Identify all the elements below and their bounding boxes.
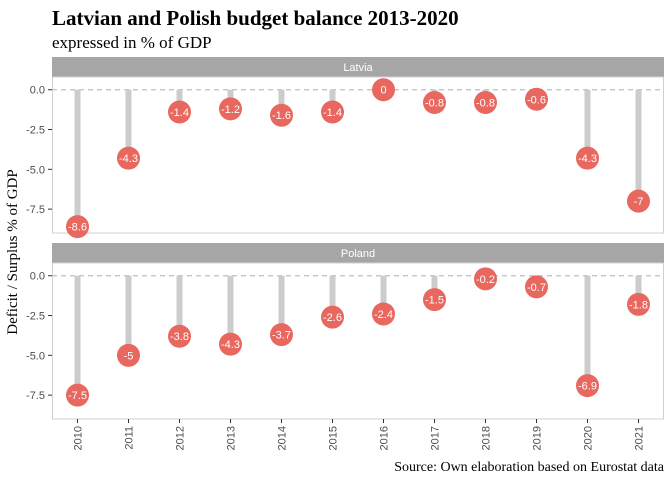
data-point bbox=[321, 305, 344, 329]
y-tick-label: 0.0 bbox=[30, 85, 45, 97]
data-point bbox=[423, 288, 446, 312]
data-point bbox=[168, 100, 191, 124]
panel-border bbox=[52, 262, 664, 420]
chart-caption: Source: Own elaboration based on Eurosta… bbox=[394, 460, 665, 475]
data-point bbox=[66, 383, 89, 407]
data-point bbox=[627, 292, 650, 316]
data-label: -3.8 bbox=[170, 331, 189, 343]
y-tick-label: -5.0 bbox=[26, 164, 45, 176]
x-tick-label: 2018 bbox=[481, 426, 493, 450]
data-point bbox=[270, 323, 293, 347]
x-axis: 2010 2011 2012 2013 2014 2015 2016 2017 2018 2019… bbox=[73, 419, 646, 450]
y-tick-label: -2.5 bbox=[26, 311, 45, 323]
data-point bbox=[474, 90, 497, 114]
data-label: -0.8 bbox=[425, 97, 444, 109]
data-label: -4.3 bbox=[578, 153, 597, 165]
chart-title: Latvian and Polish budget balance 2013-2… bbox=[52, 6, 459, 30]
y-axis-label: Deficit / Surplus % of GDP bbox=[5, 169, 21, 334]
data-label: -4.3 bbox=[221, 339, 240, 351]
x-tick-label: 2014 bbox=[277, 426, 289, 450]
facet-panels: Latvia 0.0 -2.5 -5.0 -7.5 -8.6 -4.3 -1.4 -1.2 -1.… bbox=[26, 57, 664, 420]
facet-strip bbox=[52, 57, 664, 77]
data-label: -0.7 bbox=[527, 282, 546, 294]
data-point bbox=[576, 146, 599, 170]
data-label: -0.2 bbox=[476, 274, 495, 286]
x-tick-label: 2016 bbox=[379, 426, 391, 450]
data-point bbox=[66, 215, 89, 239]
data-point bbox=[117, 146, 140, 170]
facet-latvia: Latvia 0.0 -2.5 -5.0 -7.5 -8.6 -4.3 -1.4 -1.2 -1.… bbox=[26, 57, 664, 239]
data-label: -1.5 bbox=[425, 295, 444, 307]
data-point bbox=[219, 332, 242, 356]
x-tick-label: 2017 bbox=[430, 426, 442, 450]
x-tick-label: 2011 bbox=[124, 426, 136, 450]
data-point bbox=[474, 267, 497, 291]
data-point bbox=[168, 324, 191, 348]
data-point bbox=[627, 189, 650, 213]
data-point bbox=[576, 374, 599, 398]
data-point bbox=[525, 275, 548, 299]
data-label: -1.8 bbox=[629, 299, 648, 311]
x-tick-label: 2010 bbox=[73, 426, 85, 450]
data-label: -1.4 bbox=[170, 107, 189, 119]
data-point bbox=[372, 78, 395, 102]
data-point bbox=[117, 343, 140, 367]
data-label: -7.5 bbox=[68, 390, 87, 402]
facet-poland: Poland 0.0 -2.5 -5.0 -7.5 -7.5 -5 -3.8 -4.3 -3.7 -… bbox=[26, 243, 664, 420]
data-label: -1.2 bbox=[221, 104, 240, 116]
data-label: 0 bbox=[380, 85, 386, 97]
data-label: -1.6 bbox=[272, 110, 291, 122]
y-tick-label: 0.0 bbox=[30, 271, 45, 283]
x-tick-label: 2020 bbox=[583, 426, 595, 450]
data-label: -8.6 bbox=[68, 222, 87, 234]
y-tick-label: -2.5 bbox=[26, 125, 45, 137]
y-tick-label: -7.5 bbox=[26, 204, 45, 216]
data-label: -0.6 bbox=[527, 94, 546, 106]
y-tick-label: -7.5 bbox=[26, 390, 45, 402]
x-tick-label: 2012 bbox=[175, 426, 187, 450]
y-tick-label: -5.0 bbox=[26, 350, 45, 362]
data-label: -4.3 bbox=[119, 153, 138, 165]
facet-strip-label: Latvia bbox=[343, 62, 373, 74]
data-point bbox=[321, 100, 344, 124]
data-label: -3.7 bbox=[272, 330, 291, 342]
data-point bbox=[270, 103, 293, 127]
x-tick-label: 2021 bbox=[634, 426, 646, 450]
data-label: -6.9 bbox=[578, 381, 597, 393]
data-label: -7 bbox=[634, 196, 644, 208]
data-label: -2.6 bbox=[323, 312, 342, 324]
data-label: -5 bbox=[124, 350, 134, 362]
data-point bbox=[423, 90, 446, 114]
facet-strip bbox=[52, 243, 664, 263]
data-label: -0.8 bbox=[476, 97, 495, 109]
panel-border bbox=[52, 76, 664, 234]
data-label: -2.4 bbox=[374, 309, 393, 321]
data-point bbox=[525, 87, 548, 111]
x-tick-label: 2019 bbox=[532, 426, 544, 450]
x-tick-label: 2015 bbox=[328, 426, 340, 450]
x-tick-label: 2013 bbox=[226, 426, 238, 450]
facet-strip-label: Poland bbox=[341, 248, 375, 260]
chart-subtitle: expressed in % of GDP bbox=[52, 33, 212, 52]
data-point bbox=[372, 302, 395, 326]
data-label: -1.4 bbox=[323, 107, 342, 119]
data-point bbox=[219, 97, 242, 121]
